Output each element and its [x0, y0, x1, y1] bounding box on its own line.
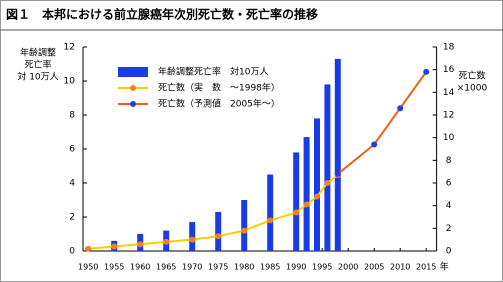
bar — [303, 137, 310, 251]
bar — [314, 118, 320, 252]
marker — [241, 227, 248, 234]
legend-marker — [130, 101, 136, 107]
y-tick-label: 4 — [69, 179, 75, 189]
x-tick-label: 1995 — [312, 263, 332, 272]
x-tick-label: 1985 — [260, 263, 280, 272]
x-tick-label: 1955 — [104, 263, 124, 272]
bar — [189, 222, 196, 251]
x-tick-label: 2000 — [338, 263, 358, 272]
marker — [189, 236, 196, 243]
marker — [334, 170, 341, 177]
y2-axis-label: ×1000 — [457, 84, 488, 94]
legend-label: 死亡数（実 数 ～1998年） — [158, 82, 280, 94]
bar — [324, 84, 331, 252]
y-tick-label: 10 — [64, 77, 76, 87]
x-tick-label: 2010 — [390, 263, 410, 272]
bar — [267, 174, 274, 251]
marker — [324, 180, 331, 186]
marker — [314, 193, 320, 200]
y-tick-label: 2 — [69, 213, 75, 223]
y2-tick-label: 6 — [446, 179, 452, 189]
line — [337, 71, 428, 175]
marker — [267, 217, 274, 224]
y2-tick-label: 10 — [443, 133, 455, 143]
legend-label: 年齢調整死亡率 対10万人 — [158, 66, 268, 78]
y-tick-label: 6 — [69, 145, 75, 155]
y2-tick-label: 14 — [443, 88, 455, 98]
x-tick-label: 1965 — [156, 263, 176, 272]
y2-tick-label: 4 — [446, 201, 452, 211]
marker — [293, 209, 300, 216]
x-tick-label: 1950 — [78, 263, 98, 272]
y-axis-label: 対 10万人 — [17, 71, 58, 83]
y-tick-label: 12 — [64, 43, 75, 53]
y2-tick-label: 0 — [446, 247, 452, 257]
x-tick-label: 2005 — [364, 263, 384, 272]
marker — [371, 141, 378, 148]
x-tick-label: 1970 — [182, 263, 202, 272]
y2-tick-label: 2 — [446, 224, 452, 234]
bar — [215, 211, 222, 251]
x-tick-label: 1990 — [286, 263, 306, 272]
bar — [334, 58, 341, 252]
y2-axis-label: 死亡数 — [458, 70, 485, 82]
marker — [137, 241, 144, 248]
x-unit: 年 — [440, 261, 449, 273]
y2-tick-label: 16 — [443, 65, 455, 75]
y-axis-label: 死亡率 — [24, 59, 51, 71]
y2-tick-label: 8 — [446, 156, 452, 166]
marker — [303, 201, 310, 208]
marker — [163, 238, 170, 245]
marker — [215, 233, 222, 240]
marker — [111, 243, 118, 250]
marker — [397, 105, 404, 112]
chart-title: 図１ 本邦における前立腺癌年次別死亡数・死亡率の推移 — [6, 7, 318, 22]
legend-label: 死亡数（予測値 2005年～） — [158, 98, 280, 110]
x-tick-label: 1960 — [130, 263, 150, 272]
bar — [241, 200, 248, 251]
y-axis-label: 年齢調整 — [20, 47, 56, 59]
x-tick-label: 1980 — [234, 263, 254, 272]
legend-marker — [130, 85, 136, 91]
y-tick-label: 8 — [69, 111, 75, 121]
y-tick-label: 0 — [69, 247, 75, 257]
y2-tick-label: 12 — [443, 111, 454, 121]
x-tick-label: 2015 — [416, 263, 436, 272]
legend-swatch — [118, 67, 148, 77]
y2-tick-label: 18 — [443, 43, 455, 53]
x-tick-label: 1975 — [208, 263, 228, 272]
marker — [85, 245, 92, 252]
bar — [293, 152, 300, 251]
marker — [423, 68, 430, 75]
